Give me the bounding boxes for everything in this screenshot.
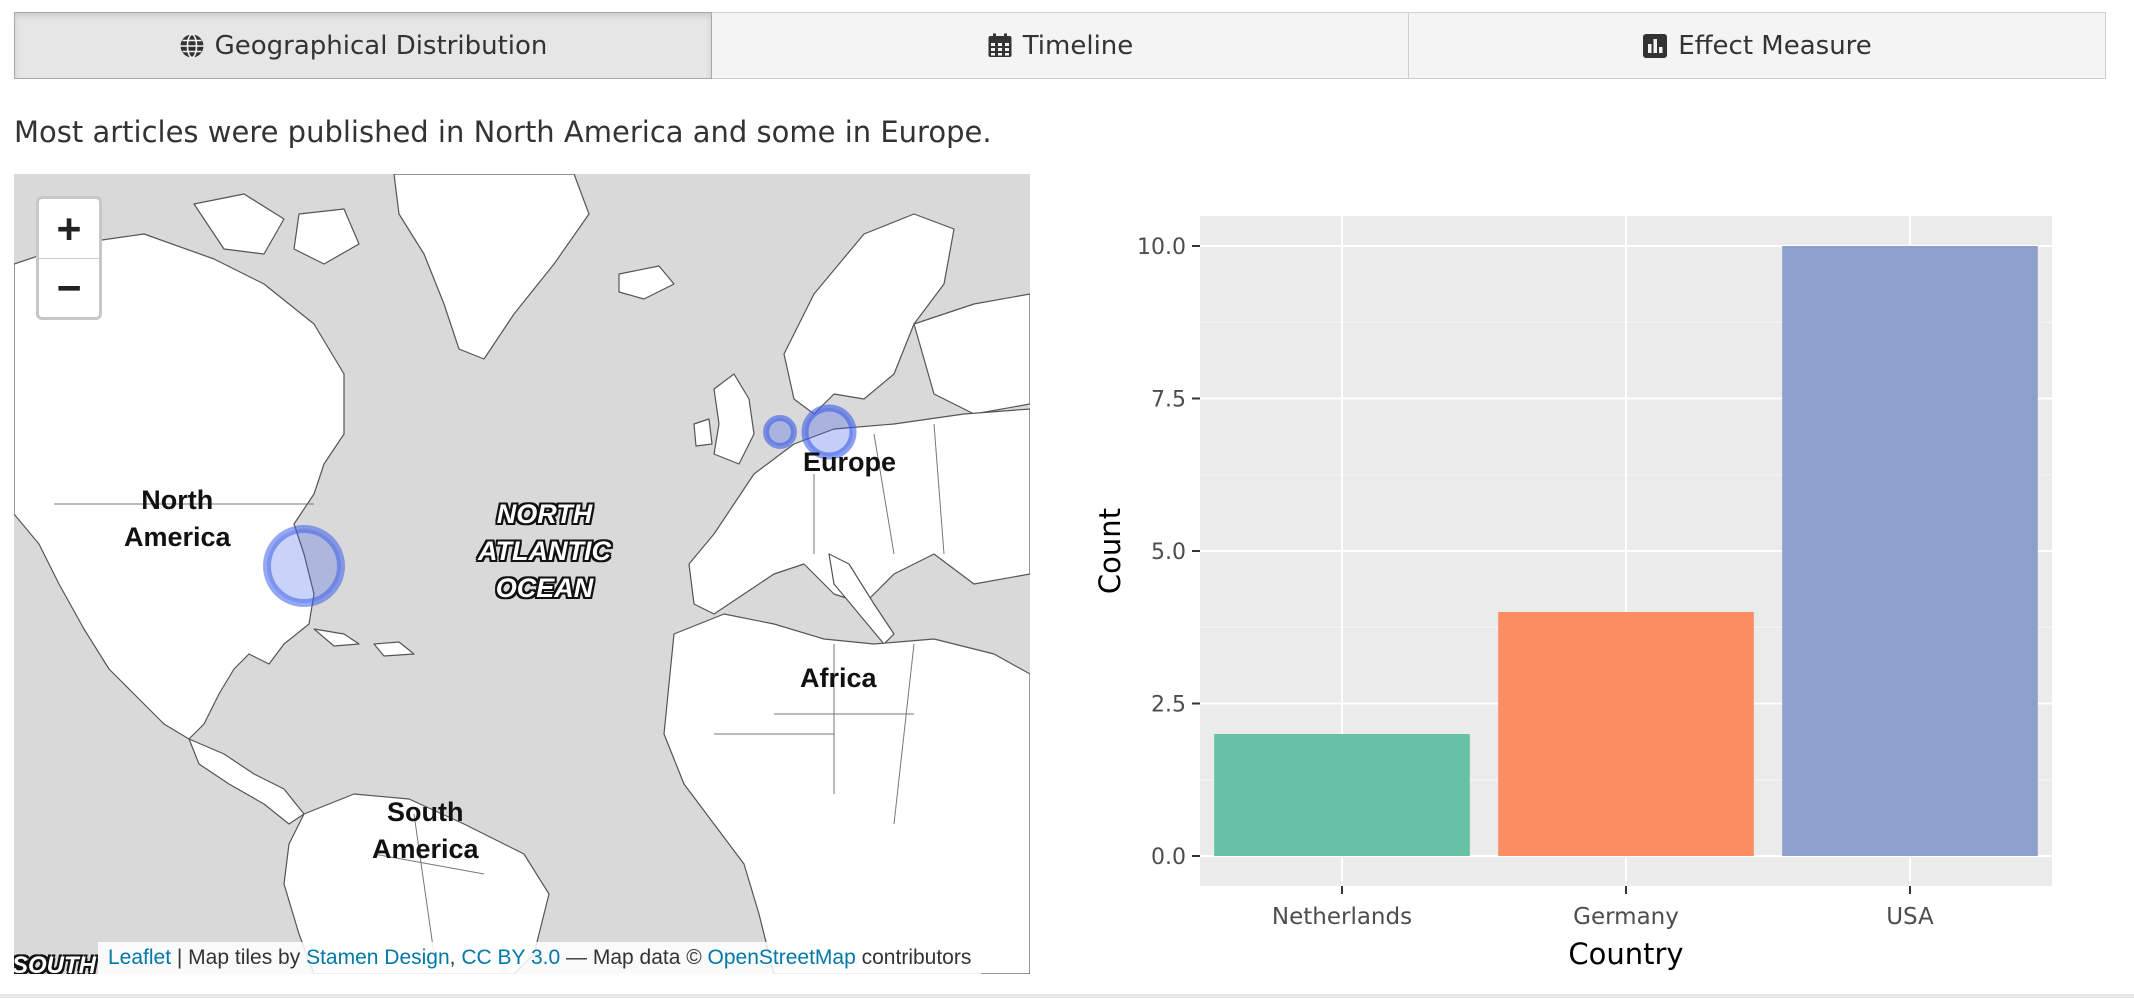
label-south-edge: SOUTH bbox=[14, 952, 96, 974]
y-tick-label: 0.0 bbox=[1151, 845, 1186, 870]
bar-netherlands bbox=[1214, 734, 1470, 856]
label-africa: Africa bbox=[800, 663, 877, 693]
country-count-chart: 0.0 2.5 5.0 7.5 10.0 Netherlands Germany USA Cou… bbox=[1093, 216, 2052, 971]
zoom-out-button[interactable]: − bbox=[39, 258, 99, 317]
zoom-in-button[interactable]: + bbox=[56, 205, 82, 252]
tab-geographical-distribution[interactable]: Geographical Distribution bbox=[14, 12, 712, 79]
label-south-america: South America bbox=[372, 797, 479, 864]
osm-link[interactable]: OpenStreetMap bbox=[707, 946, 856, 969]
tab-effect-measure[interactable]: Effect Measure bbox=[1409, 12, 2106, 79]
map-markers bbox=[263, 404, 857, 607]
leaflet-link[interactable]: Leaflet bbox=[108, 946, 172, 969]
leaflet-map[interactable]: + − North America Europe NORTH ATLANTIC … bbox=[14, 174, 1030, 974]
x-tick-label: Germany bbox=[1573, 904, 1679, 930]
tab-bar: Geographical Distribution Timeline Effec… bbox=[14, 12, 2106, 79]
tab-label: Geographical Distribution bbox=[214, 30, 548, 61]
label-north-america: North America bbox=[124, 485, 231, 552]
globe-icon bbox=[180, 33, 204, 58]
x-tick-label: Netherlands bbox=[1272, 904, 1412, 930]
tab-label: Timeline bbox=[1022, 30, 1134, 61]
y-axis-title: Count bbox=[1093, 508, 1127, 594]
bottom-divider bbox=[0, 994, 2134, 998]
map-attribution: Leaflet | Map tiles by Stamen Design , C… bbox=[98, 942, 982, 974]
tab-label: Effect Measure bbox=[1678, 30, 1872, 61]
bar-germany bbox=[1498, 612, 1754, 856]
stamen-link[interactable]: Stamen Design bbox=[306, 946, 450, 969]
calendar-icon bbox=[988, 33, 1012, 57]
bar-usa bbox=[1782, 246, 2038, 856]
zoom-control: + − bbox=[36, 196, 102, 320]
y-tick-label: 5.0 bbox=[1151, 540, 1186, 565]
license-link[interactable]: CC BY 3.0 bbox=[461, 946, 561, 969]
map-basemap bbox=[14, 174, 1030, 974]
y-tick-label: 7.5 bbox=[1151, 388, 1186, 413]
label-europe: Europe bbox=[803, 447, 897, 477]
summary-text: Most articles were published in North Am… bbox=[14, 115, 992, 149]
label-north-atlantic-ocean: NORTH ATLANTIC OCEAN bbox=[478, 499, 611, 603]
y-tick-label: 2.5 bbox=[1151, 693, 1186, 718]
x-tick-label: USA bbox=[1886, 904, 1934, 930]
tab-timeline[interactable]: Timeline bbox=[712, 12, 1409, 79]
x-axis-title: Country bbox=[1568, 937, 1683, 971]
bar-chart-icon bbox=[1643, 33, 1668, 58]
y-tick-label: 10.0 bbox=[1137, 235, 1186, 260]
